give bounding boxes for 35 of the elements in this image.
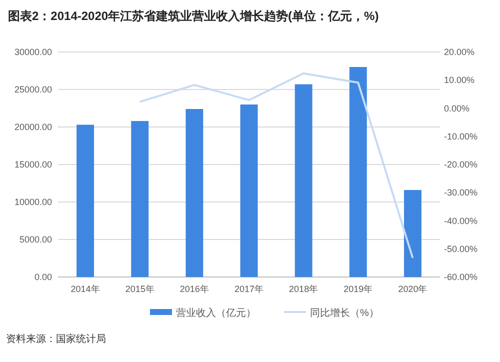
bar [294,84,312,277]
bar [240,104,258,277]
y-tick-label: 20000.00 [14,122,52,132]
y-tick-label: 10000.00 [14,197,52,207]
y-tick-label: 0.00 [34,272,52,282]
y2-tick-label: 20.00% [444,47,475,57]
x-tick-label: 2014年 [70,284,100,294]
y2-tick-label: 0.00% [444,103,470,114]
y2-tick-label: -30.00% [444,188,478,198]
x-tick-label: 2015年 [125,284,154,294]
y-tick-label: 30000.00 [14,47,52,57]
y2-tick-label: -10.00% [444,131,478,142]
x-tick-label: 2020年 [398,284,428,294]
y2-tick-label: -20.00% [444,160,478,170]
line-series [138,72,414,259]
y-tick-label: 5000.00 [19,234,52,244]
y2-tick-label: 10.00% [444,75,475,86]
bar [349,67,367,277]
chart-title: 图表2：2014-2020年江苏省建筑业营业收入增长趋势(单位：亿元，%) [8,9,379,23]
bar [404,190,422,277]
x-tick-label: 2019年 [344,284,373,294]
legend-label: 营业收入（亿元） [176,307,256,319]
legend-label: 同比增长（%） [310,307,379,319]
y2-tick-label: -50.00% [444,244,478,254]
y-tick-label: 15000.00 [14,160,52,170]
x-tick-label: 2018年 [289,284,318,294]
y2-tick-label: -60.00% [444,272,478,282]
bar [186,109,204,277]
bar [131,121,149,277]
text: 资料来源：国家统计局 [6,333,106,345]
x-tick-label: 2016年 [180,284,209,294]
y2-tick-label: -40.00% [444,216,478,226]
bar [76,124,94,277]
x-tick-label: 2017年 [234,284,264,294]
y-tick-label: 25000.00 [14,84,52,94]
